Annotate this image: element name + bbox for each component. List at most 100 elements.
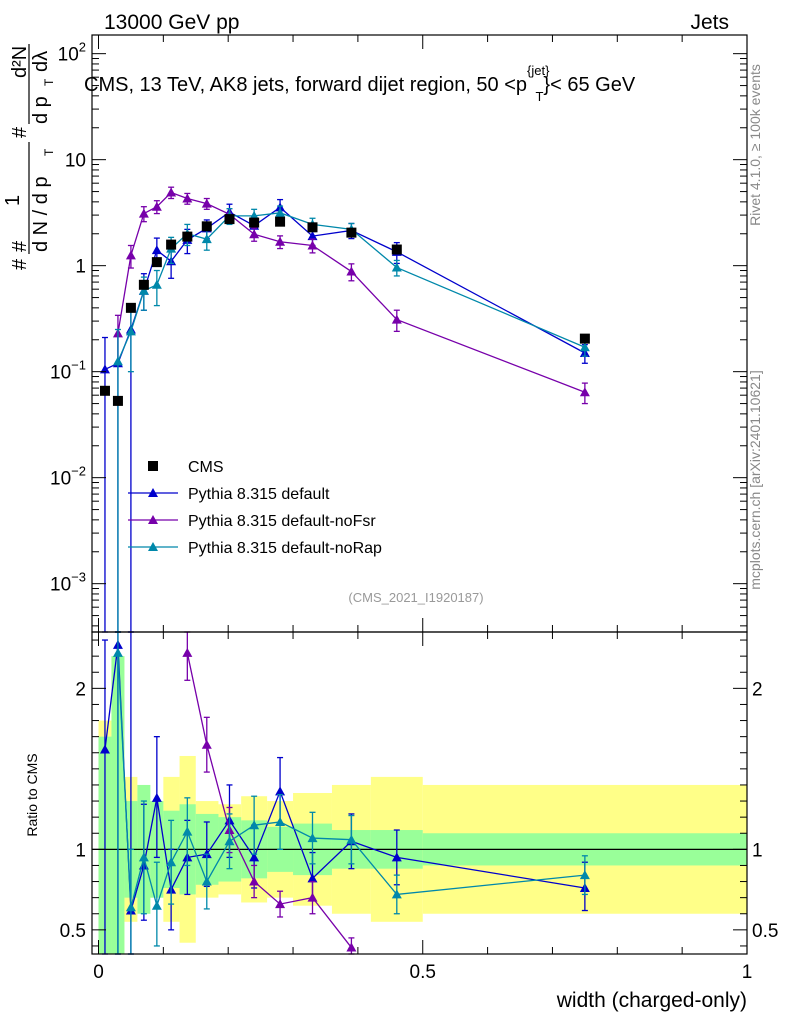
series-2-point-13 [391,262,402,272]
series-0-ratio-point-4 [151,792,162,802]
data-series [99,186,590,955]
series-1-point-13 [391,314,402,324]
series-1 [112,186,590,955]
series-2-ratio-point-8 [224,836,235,846]
y-tick-label-exp-2: −1 [71,358,86,373]
series-2-point-14 [579,342,590,352]
cms-data [99,214,590,406]
cms-point-9 [249,217,260,228]
cms-point-11 [307,222,318,233]
series-1-point-10 [275,236,286,246]
y-tick-label-exp-0: −3 [71,570,86,585]
cms-uncertainty-bands [98,656,747,954]
legend-label-0: Pythia 8.315 default [188,486,330,503]
series-2-ratio-point-12 [346,834,357,844]
y-tick-label-base-0: 10 [50,575,71,596]
cms-point-0 [99,385,110,396]
series-2-ratio-point-2 [125,902,136,912]
series-0-ratio-point-10 [275,786,286,796]
y-tick-label-main-5: 102 [58,40,86,66]
cms-point-5 [166,239,177,250]
mcplots-source-label: mcplots.cern.ch [arXiv:2401.10621] [747,370,763,589]
series-1-point-14 [579,387,590,397]
y-tick-label-base-4: 10 [65,151,86,172]
series-1-ratio-point-6 [182,647,193,657]
series-0-ratio-point-9 [249,852,260,862]
series-1-line [117,191,586,393]
rivet-version-label: Rivet 4.1.0, ≥ 100k events [747,64,763,226]
series-2-ratio-point-10 [275,816,286,826]
y-tick-label-ratio-right-1: 1 [752,840,763,861]
ylabel-dp: d p [30,96,52,124]
y-tick-label-main-1: 10−2 [50,464,86,490]
series-0-ratio-point-0 [99,744,110,754]
series-2-ratio-point-14 [579,870,590,880]
series-1-point-3 [138,208,149,218]
series-1-ratio-point-10 [275,899,286,909]
ylabel-one: 1 [2,195,24,206]
legend-marker-1 [148,515,158,524]
series-2-ratio-point-4 [151,900,162,910]
ylabel-hash-1: # [9,258,31,270]
series-2-point-3 [138,285,149,295]
ylabel-t2: T [42,78,56,86]
legend-label-cms: CMS [188,459,224,476]
legend-label-2: Pythia 8.315 default-noRap [188,540,382,557]
ylabel-dlambda: dλ [30,51,52,72]
series-2-ratio-point-3 [138,852,149,862]
series-0-ratio-point-13 [391,852,402,862]
y-tick-label-main-2: 10−1 [50,358,86,384]
x-axis-label: width (charged-only) [556,989,747,1012]
cms-point-3 [138,279,149,290]
cms-point-10 [275,216,286,227]
legend-marker-cms [148,461,158,471]
legend-marker-0 [148,488,158,497]
series-2 [112,205,590,955]
cms-point-14 [579,333,590,344]
x-tick-label-0: 0 [93,962,104,983]
ratio-plot-frame [91,631,748,955]
y-tick-label-base-1: 10 [50,469,71,490]
series-0-point-11 [307,231,318,241]
series-1-point-9 [249,229,260,239]
series-1-point-2 [125,250,136,260]
cms-point-4 [151,257,162,268]
legend: CMS Pythia 8.315 default Pythia 8.315 defa… [128,459,382,557]
series-2-ratio-point-5 [166,857,177,867]
series-2-point-1 [112,356,123,366]
x-tick-label-1: 0.5 [410,962,436,983]
series-2-ratio-point-7 [201,876,212,886]
legend-label-1: Pythia 8.315 default-noFsr [188,513,376,530]
series-0-ratio-point-11 [307,873,318,883]
series-2-ratio-point-1 [112,647,123,657]
series-2-ratio-point-11 [307,833,318,843]
series-1-point-6 [182,193,193,203]
series-0-point-4 [151,245,162,255]
series-2-ratio-point-9 [249,820,260,830]
series-2-ratio-point-13 [391,889,402,899]
series-2-ratio-line [117,652,585,908]
y-tick-label-ratio-left-0: 0.5 [60,921,86,942]
ratio-axis-label: Ratio to CMS [24,753,40,836]
ylabel-hash-3: # [9,126,31,138]
series-1-point-4 [151,201,162,211]
y-tick-label-main-3: 1 [75,257,86,278]
ylabel-t1: T [42,148,56,156]
y-tick-label-base-5: 10 [58,45,79,66]
energy-label: 13000 GeV pp [104,11,239,34]
y-tick-label-base-3: 1 [75,257,86,278]
plot-title: CMS, 13 TeV, AK8 jets, forward dijet reg… [84,63,636,104]
y-tick-label-ratio-left-1: 1 [75,840,86,861]
series-1-ratio-point-11 [307,892,318,902]
series-2-ratio-point-6 [182,826,193,836]
series-1-point-11 [307,240,318,250]
analysis-id: (CMS_2021_I1920187) [348,590,483,605]
series-2-point-7 [201,234,212,244]
ylabel-hash-2: # [9,240,31,252]
cms-point-2 [125,302,136,313]
cms-point-8 [224,214,235,225]
series-1-point-12 [346,266,357,276]
y-tick-label-exp-1: −2 [71,464,86,479]
